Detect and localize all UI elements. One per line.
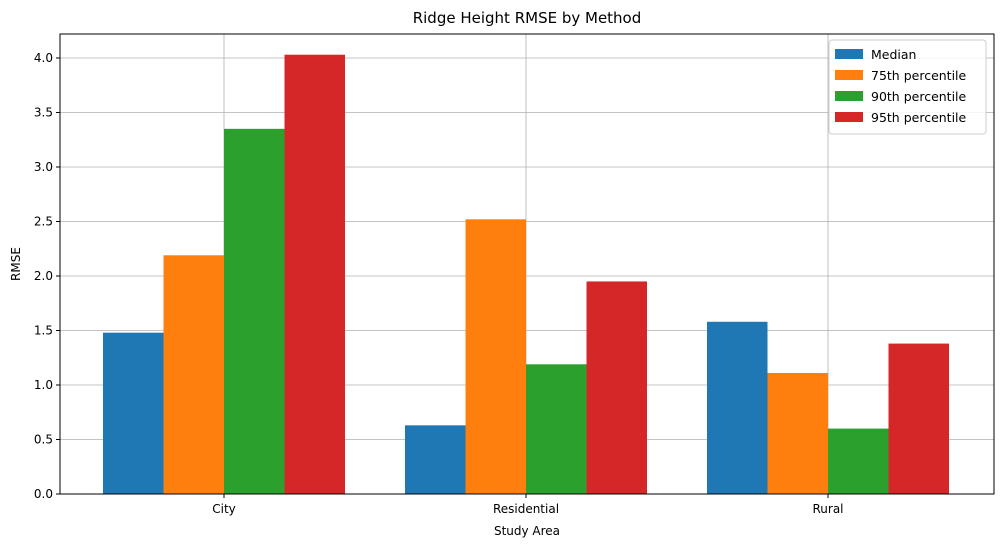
bar-95th-percentile-rural [888,343,949,494]
y-tick-label: 3.5 [34,105,53,119]
legend-label: 90th percentile [871,89,967,104]
y-tick-label: 2.5 [34,214,53,228]
bar-95th-percentile-residential [586,281,647,494]
bar-75th-percentile-residential [465,219,526,495]
bar-75th-percentile-city [163,255,224,494]
legend-swatch [835,91,863,101]
bar-median-rural [707,321,768,494]
x-tick-label: Rural [812,502,843,516]
x-tick-label: Residential [493,502,559,516]
legend-label: 95th percentile [871,110,967,125]
legend-swatch [835,70,863,80]
y-tick-label: 0.0 [34,487,53,501]
y-tick-label: 1.5 [34,323,53,337]
bar-90th-percentile-residential [526,364,587,494]
x-axis-ticks: City Residential Rural [212,494,844,516]
y-tick-label: 0.5 [34,432,53,446]
y-tick-label: 1.0 [34,378,53,392]
bars [103,54,949,495]
legend-swatch [835,49,863,59]
x-axis-label: Study Area [494,524,560,538]
bar-90th-percentile-rural [828,428,889,494]
legend-label: 75th percentile [871,68,967,83]
bar-75th-percentile-rural [767,373,828,494]
plot-frame [59,33,995,495]
legend-swatch [835,112,863,122]
bar-median-city [103,332,164,494]
bar-95th-percentile-city [284,54,345,494]
y-tick-label: 3.0 [34,160,53,174]
y-tick-label: 4.0 [34,51,53,65]
legend-label: Median [871,47,916,62]
x-tick-label: City [212,502,236,516]
bar-90th-percentile-city [224,128,285,495]
y-axis-label: RMSE [9,247,23,281]
chart-title: Ridge Height RMSE by Method [413,9,642,27]
y-axis-ticks: 0.0 0.5 1.0 1.5 2.0 2.5 3.0 3.5 4.0 [34,51,60,501]
legend: Median 75th percentile 90th percentile 95th… [828,39,987,135]
bar-median-residential [405,425,466,494]
legend-box [828,39,987,135]
y-tick-label: 2.0 [34,269,53,283]
